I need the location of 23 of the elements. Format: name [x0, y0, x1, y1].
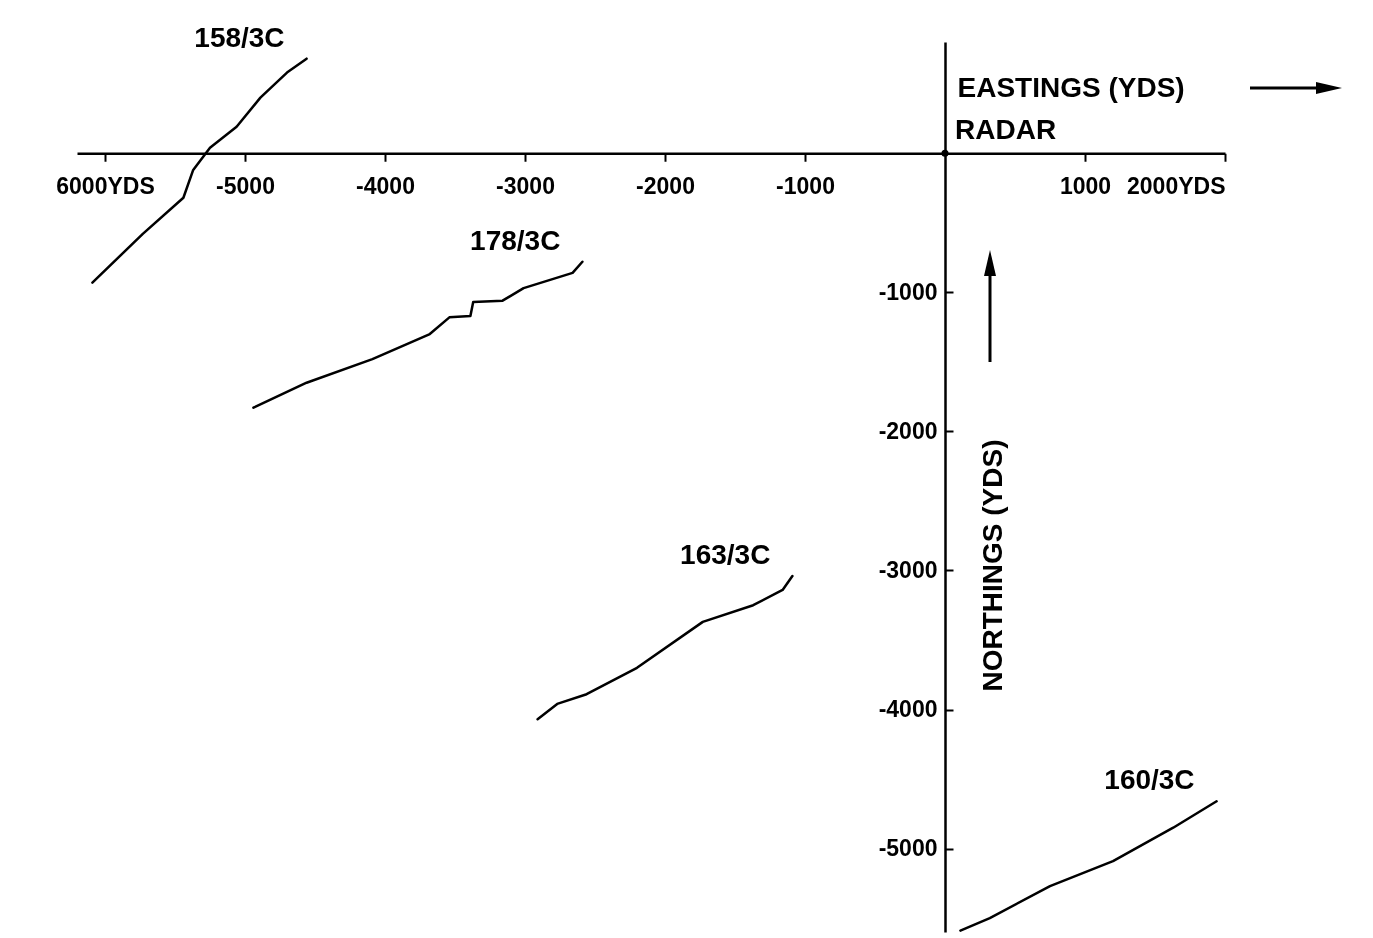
x-axis-title: EASTINGS (YDS) [957, 71, 1185, 103]
y-tick-label: -3000 [878, 556, 938, 583]
series-label: 178/3C [470, 224, 561, 256]
x-tick-label: -4000 [356, 172, 415, 199]
x-tick-label: 6000YDS [56, 172, 155, 199]
annotation: RADAR [955, 114, 1057, 146]
series-label: 158/3C [194, 21, 285, 53]
x-tick-label: -2000 [636, 172, 695, 199]
line-series [252, 260, 584, 409]
x-tick-label: -5000 [216, 172, 275, 199]
y-tick-label: -2000 [878, 417, 938, 444]
line-series [959, 800, 1218, 932]
y-tick-label: -1000 [878, 278, 938, 305]
series-label: 160/3C [1104, 764, 1195, 796]
line-series [536, 574, 794, 721]
series-label: 163/3C [680, 539, 771, 570]
y-tick-label: -5000 [878, 835, 938, 862]
x-tick-label: -1000 [776, 172, 835, 199]
y-axis-title: NORTHINGS (YDS) [976, 439, 1008, 692]
x-tick-label: 1000 [1059, 172, 1112, 199]
y-tick-label: -4000 [878, 696, 938, 722]
x-tick-label: 2000YDS [1127, 172, 1226, 199]
x-tick-label: -3000 [496, 172, 555, 199]
